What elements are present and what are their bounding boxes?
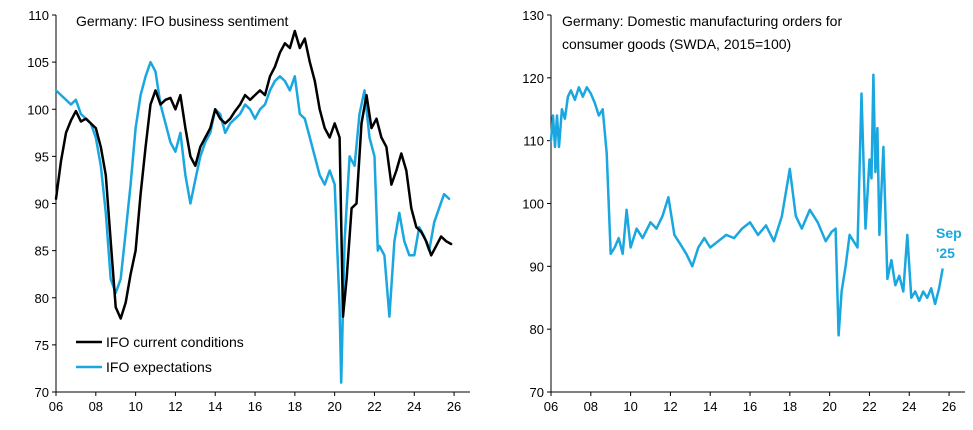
series-line-ifo-expectations — [54, 60, 451, 384]
left-x-ticks: 06 08 10 12 14 16 18 20 22 24 26 — [49, 392, 461, 414]
y-tick-label: 110 — [523, 134, 544, 149]
right-series-group — [549, 73, 944, 337]
legend-label-current: IFO current conditions — [106, 334, 244, 350]
series-line-domestic-manufacturing-orders-for-consumer-goods — [549, 73, 944, 337]
y-tick-label: 80 — [530, 322, 544, 337]
x-tick-label: 16 — [743, 399, 757, 414]
y-tick-label: 75 — [35, 338, 49, 353]
left-chart-title: Germany: IFO business sentiment — [76, 13, 289, 29]
right-y-ticks: 70 80 90 100 110 120 130 — [522, 8, 551, 400]
y-tick-label: 130 — [522, 8, 544, 23]
right-chart-title-line-1: Germany: Domestic manufacturing orders f… — [562, 13, 842, 29]
x-tick-label: 18 — [783, 399, 797, 414]
x-tick-label: 24 — [902, 399, 916, 414]
y-tick-label: 110 — [28, 8, 49, 23]
annotation-year: '25 — [936, 245, 955, 261]
y-tick-label: 70 — [530, 385, 544, 400]
y-tick-label: 90 — [530, 259, 544, 274]
y-tick-label: 90 — [35, 197, 49, 212]
x-tick-label: 20 — [822, 399, 836, 414]
right-chart: 70 80 90 100 110 120 130 06 08 10 12 14 16 18 20 22 24 2… — [522, 8, 965, 414]
x-tick-label: 14 — [703, 399, 717, 414]
legend-label-expectations: IFO expectations — [106, 359, 212, 375]
y-tick-label: 100 — [27, 102, 49, 117]
x-tick-label: 14 — [208, 399, 222, 414]
right-chart-title-line-2: consumer goods (SWDA, 2015=100) — [562, 36, 791, 52]
series-line-ifo-current-conditions — [54, 29, 453, 320]
annotation-month: Sep — [936, 225, 962, 241]
legend: IFO current conditions IFO expectations — [76, 334, 244, 375]
x-tick-label: 12 — [168, 399, 182, 414]
y-tick-label: 85 — [35, 244, 49, 259]
y-tick-label: 105 — [27, 55, 49, 70]
y-tick-label: 100 — [522, 197, 544, 212]
left-y-ticks: 70 75 80 85 90 95 100 105 110 — [27, 8, 56, 400]
y-tick-label: 70 — [35, 385, 49, 400]
left-series-group — [54, 29, 453, 384]
x-tick-label: 18 — [288, 399, 302, 414]
x-tick-label: 24 — [407, 399, 421, 414]
x-tick-label: 26 — [942, 399, 956, 414]
x-tick-label: 10 — [623, 399, 637, 414]
x-tick-label: 06 — [544, 399, 558, 414]
x-tick-label: 12 — [663, 399, 677, 414]
right-x-ticks: 06 08 10 12 14 16 18 20 22 24 26 — [544, 392, 956, 414]
x-tick-label: 10 — [128, 399, 142, 414]
x-tick-label: 26 — [447, 399, 461, 414]
x-tick-label: 08 — [584, 399, 598, 414]
x-tick-label: 20 — [327, 399, 341, 414]
x-tick-label: 16 — [248, 399, 262, 414]
x-tick-label: 22 — [862, 399, 876, 414]
y-tick-label: 80 — [35, 291, 49, 306]
y-tick-label: 95 — [35, 149, 49, 164]
left-chart: 70 75 80 85 90 95 100 105 110 06 08 10 12 14 16 18 20 22… — [27, 8, 470, 414]
y-tick-label: 120 — [522, 71, 544, 86]
x-tick-label: 22 — [367, 399, 381, 414]
x-tick-label: 06 — [49, 399, 63, 414]
x-tick-label: 08 — [89, 399, 103, 414]
